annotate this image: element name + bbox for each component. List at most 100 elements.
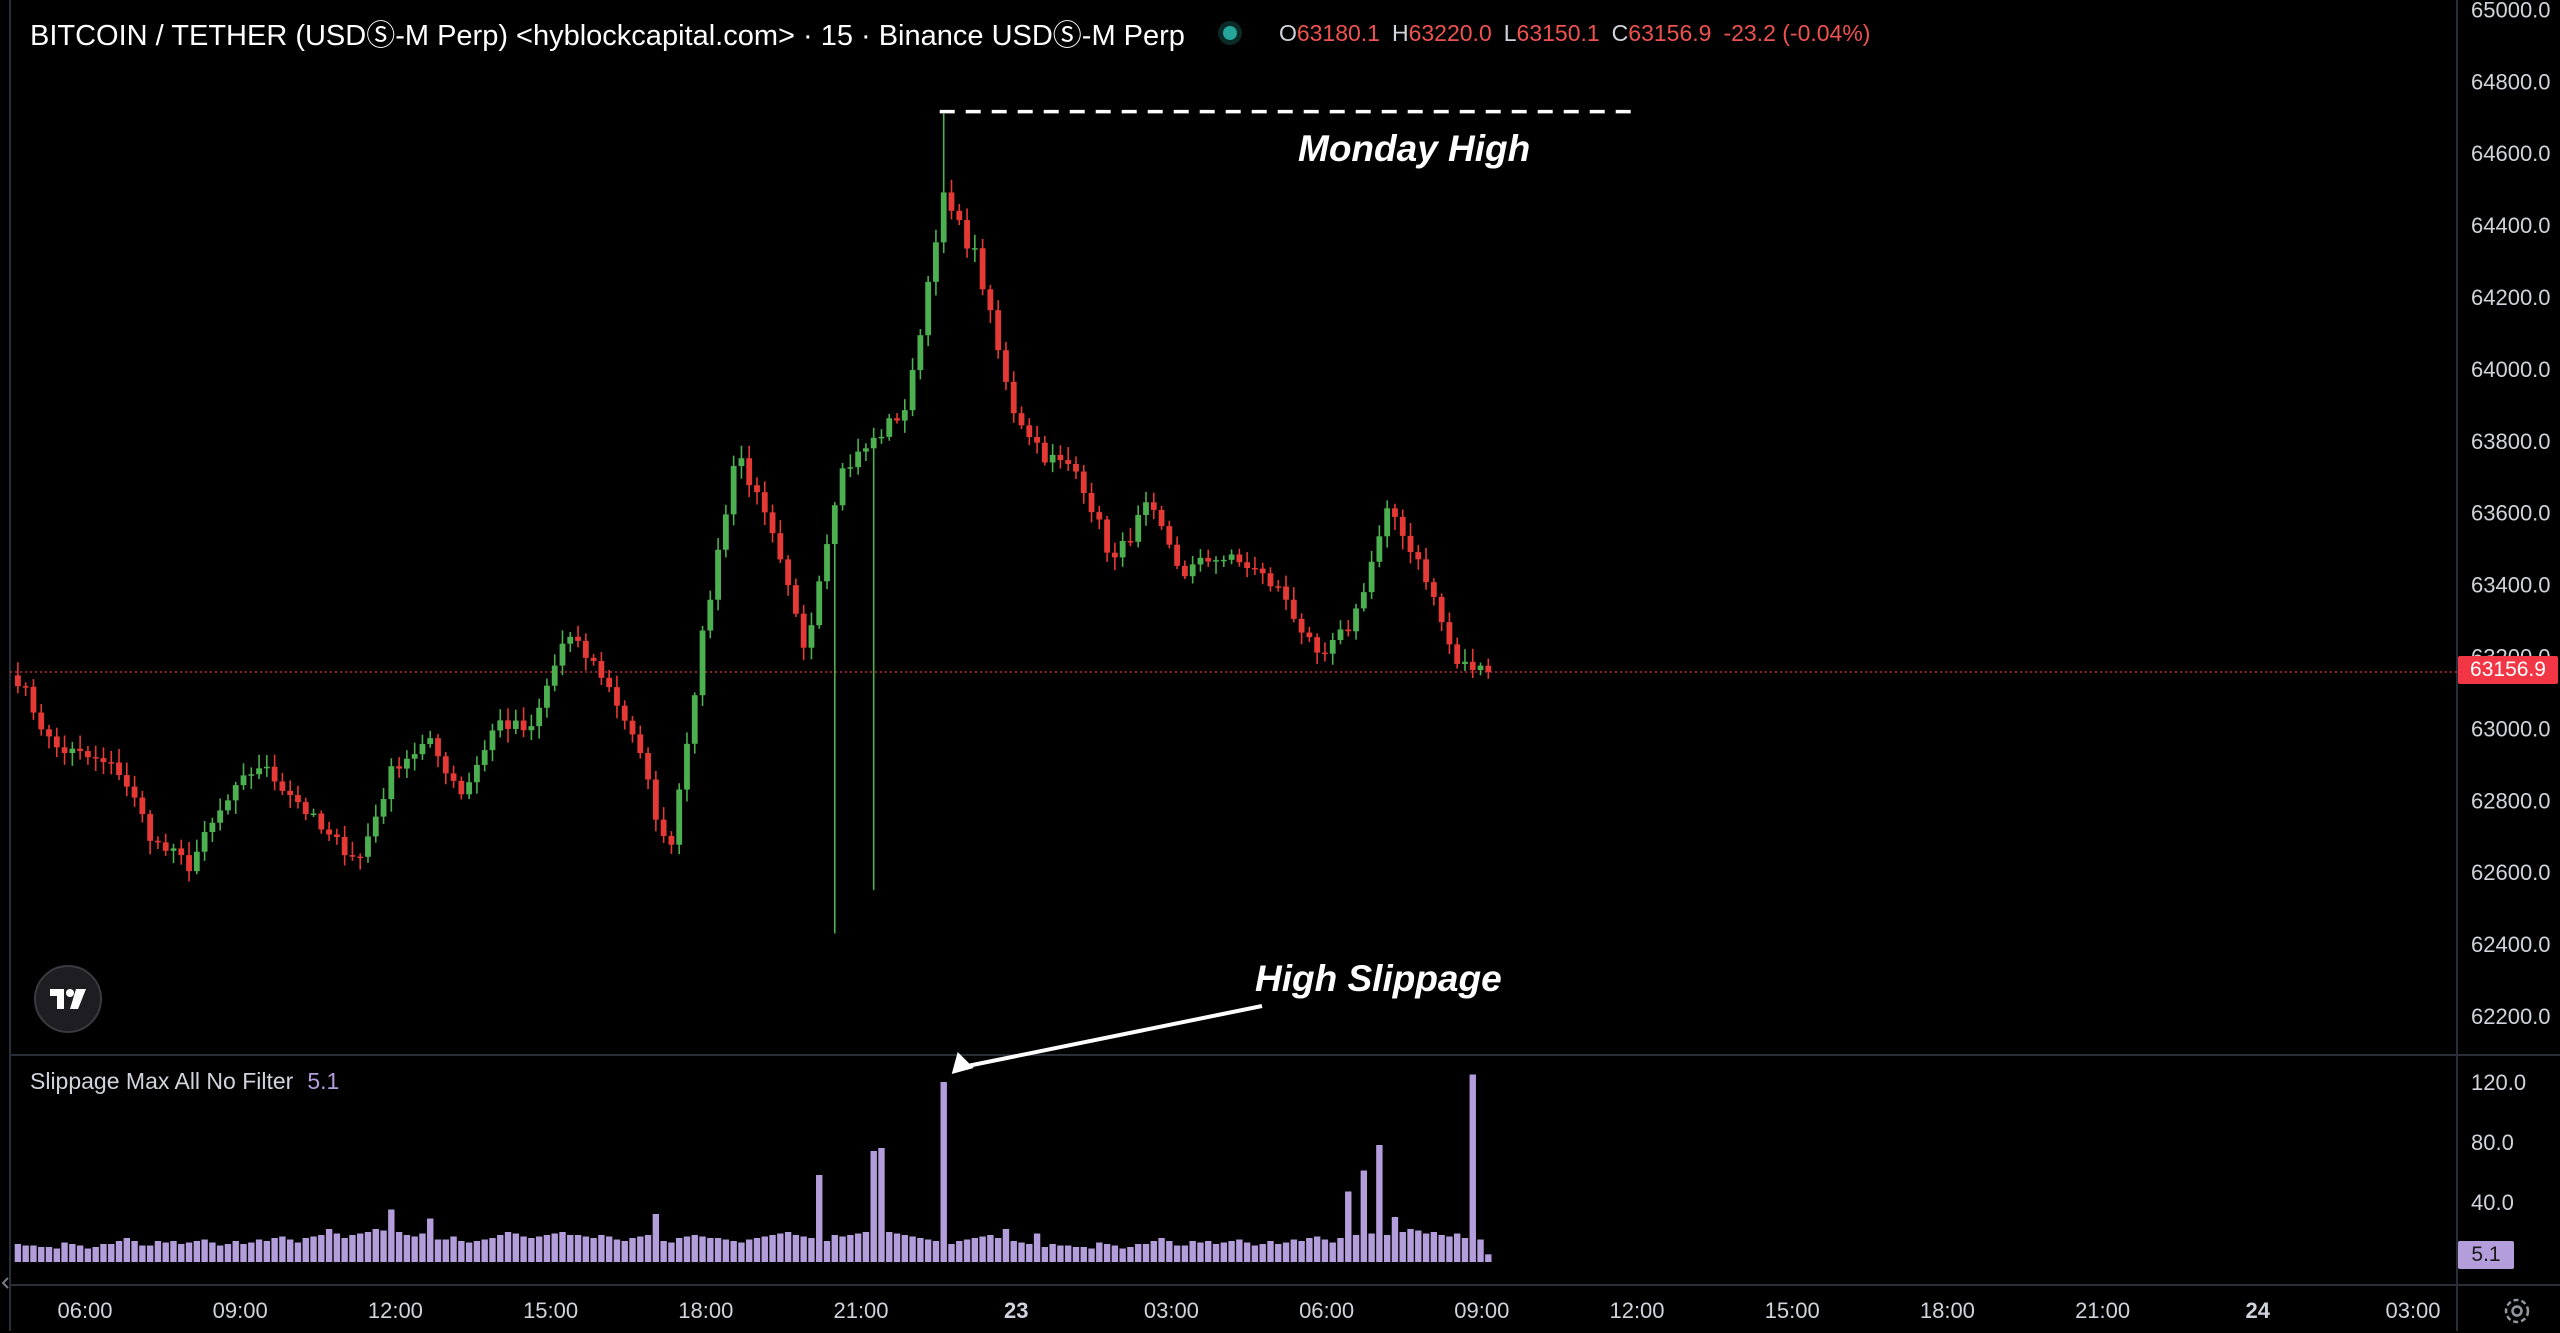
slippage-bar [699,1236,706,1262]
candle-body [652,779,659,820]
candle-body [800,613,807,648]
candle-body [707,599,714,631]
candle-up [248,767,255,789]
slippage-bar [535,1236,543,1262]
candlestick-series [14,113,1492,934]
candle-body [1205,557,1212,562]
candle-body [1236,554,1243,563]
candle-body [22,686,29,688]
slippage-bar [683,1236,691,1262]
slippage-bar [115,1241,123,1262]
candle-body [1485,665,1492,672]
candle-down [1150,492,1157,520]
time-axis-tick-label: 06:00 [1299,1298,1354,1323]
candle-up [684,732,690,802]
slippage-bar [909,1236,916,1262]
tradingview-logo-icon[interactable] [34,965,102,1033]
gear-icon[interactable] [2500,1294,2534,1328]
candle-down [1158,505,1165,530]
candle-body [769,512,776,534]
gear-glyph [2504,1298,2530,1324]
candle-down [162,833,169,856]
candle-body [248,774,255,776]
candle-up [567,631,574,652]
slippage-bar [559,1232,566,1262]
time-axis-tick-label: 09:00 [213,1298,268,1323]
candle-down [1096,505,1103,530]
price-axis-tick-label: 64600.0 [2471,141,2551,166]
candle-body [1018,413,1025,426]
candle-down [1244,552,1251,578]
slippage-bar [971,1238,979,1262]
candle-down [123,762,130,797]
indicator-legend[interactable]: Slippage Max All No Filter 5.1 [30,1068,339,1095]
candle-down [645,747,651,790]
candle-up [193,839,200,875]
candle-up [69,741,76,766]
slippage-bar [1127,1247,1134,1262]
slippage-bar [318,1235,325,1262]
candle-body [1407,535,1414,553]
candle-body [614,687,620,706]
candle-body [302,802,309,815]
candle-body [901,410,908,421]
price-axis-tick-label: 62600.0 [2471,860,2551,885]
slippage-bar [139,1245,146,1262]
candle-body [1135,514,1142,542]
slippage-bar [248,1242,255,1262]
candle-up [933,229,939,296]
candle-down [1010,371,1017,423]
candle-down [590,653,597,666]
slippage-bar [994,1238,1002,1262]
slippage-bar [1158,1238,1165,1262]
candle-down [1407,523,1414,564]
slippage-bar [1383,1235,1391,1262]
candle-body [863,448,869,452]
slippage-bar [30,1245,37,1262]
candle-down [746,445,753,498]
candle-body [839,468,846,506]
slippage-axis-tick-label: 80.0 [2471,1130,2514,1155]
slippage-bar [808,1238,815,1262]
slippage-bar [1321,1239,1329,1262]
candle-up [824,534,830,590]
candle-up [240,763,247,790]
slippage-bar [1150,1241,1157,1262]
slippage-bar [769,1235,776,1262]
ohlc-open: O63180.1 [1278,19,1380,46]
candle-body [1322,652,1328,655]
candle-body [458,780,465,795]
candle-body [722,514,729,550]
candle-up [1135,505,1142,548]
candle-body [365,836,371,857]
candle-body [1267,573,1274,587]
slippage-bar [489,1238,496,1262]
candle-body [886,418,893,437]
candle-body [209,822,216,833]
time-axis-tick-label: 18:00 [678,1298,733,1323]
candle-down [1267,567,1274,592]
candle-up [544,678,550,718]
candle-body [186,855,192,872]
candle-body [396,766,403,769]
candle-down [450,765,457,788]
slippage-bar [1438,1235,1445,1262]
candle-down [279,772,286,796]
slippage-bar [240,1244,247,1262]
candle-up [1376,525,1383,568]
candle-body [341,837,348,856]
candle-body [1314,637,1321,653]
symbol-title[interactable]: BITCOIN / TETHER (USDⓈ-M Perp) <hyblockc… [30,20,1185,52]
candle-down [629,716,636,743]
price-axis-tick-label: 63600.0 [2471,501,2551,526]
slippage-bar [644,1235,652,1262]
slippage-bar [963,1239,971,1262]
candle-up [855,438,862,475]
slippage-bar [792,1235,800,1262]
candle-body [489,730,496,751]
slippage-bar [349,1235,356,1262]
slippage-bar [948,1244,955,1262]
candle-up [971,234,978,263]
slippage-bar [1453,1233,1461,1262]
